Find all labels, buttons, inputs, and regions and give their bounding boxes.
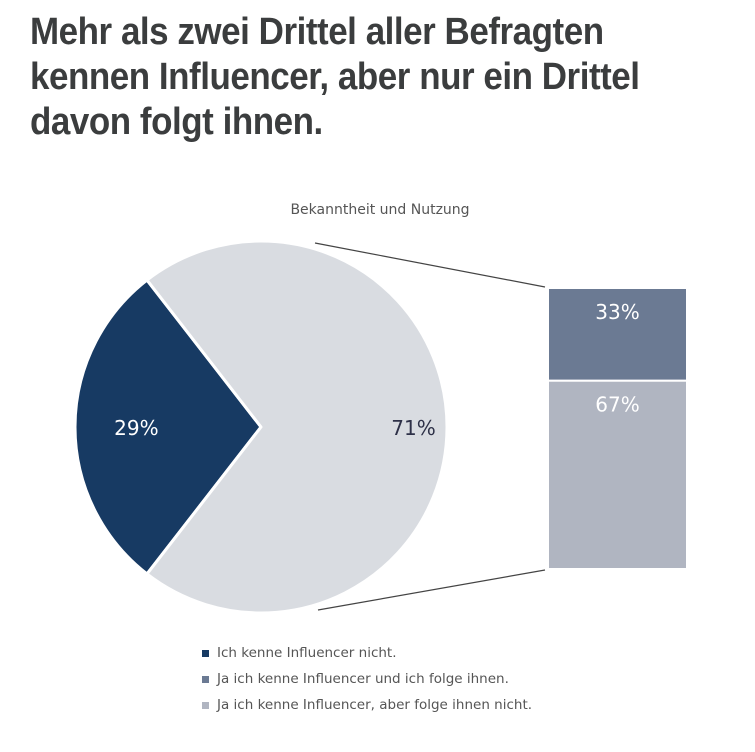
pie-slice [73,278,263,576]
connector-lines [314,242,546,611]
connector-line-top [314,242,546,288]
bar-segment [547,379,688,571]
legend-swatch [202,675,209,683]
legend-item: Ja ich kenne Influencer und ich folge ih… [202,666,532,692]
legend-item: Ja ich kenne Influencer, aber folge ihne… [202,692,532,718]
headline-line-2: kennen Influencer, aber nur ein Drittel [30,56,640,98]
stacked-bar [547,287,688,571]
headline: Mehr als zwei Drittel aller Befragten ke… [30,10,692,145]
bar-segment-label: 33% [595,300,639,324]
connector-line-bottom [317,569,546,611]
bar-segment [547,287,688,382]
legend-label: Ja ich kenne Influencer, aber folge ihne… [217,697,533,713]
bar-segment-label: 67% [595,393,639,417]
legend-label: Ich kenne Influencer nicht. [217,645,397,661]
legend-swatch [202,701,209,709]
pie-slice-label: 29% [114,416,158,440]
headline-line-3: davon folgt ihnen. [30,101,323,143]
legend-swatch [202,649,209,657]
pie-slice-label: 71% [391,416,435,440]
chart-title: Bekanntheit und Nutzung [290,202,469,218]
legend-item: Ich kenne Influencer nicht. [202,640,532,666]
legend: Ich kenne Influencer nicht. Ja ich kenne… [202,640,532,718]
headline-line-1: Mehr als zwei Drittel aller Befragten [30,11,604,53]
pie-of-bar-chart: Bekanntheit und Nutzung 29% 71% 33% 67% [73,202,688,615]
pie-slice [145,239,449,615]
legend-label: Ja ich kenne Influencer und ich folge ih… [217,671,509,687]
pie [73,239,449,615]
data-labels: 29% 71% 33% 67% [114,300,640,440]
